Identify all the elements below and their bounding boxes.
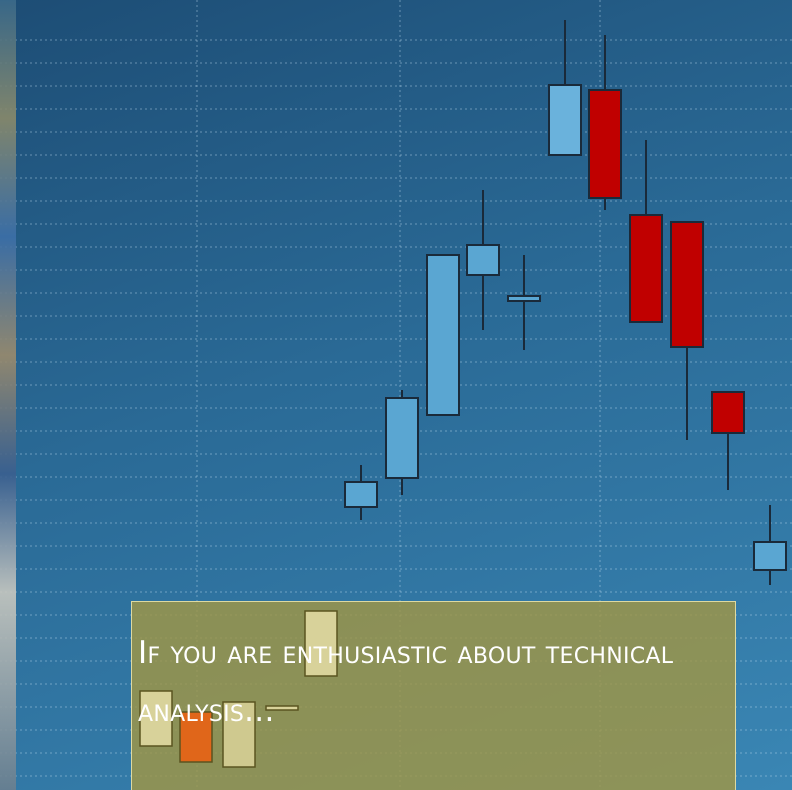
- candles: [344, 20, 787, 585]
- candle-body: [426, 254, 460, 416]
- faded-candle: [179, 711, 213, 763]
- photo-strip: [0, 0, 16, 790]
- candle-body: [344, 481, 378, 508]
- candle-body: [629, 214, 663, 323]
- candle-body: [753, 541, 787, 571]
- caption-box: If you are enthusiastic about technical …: [131, 601, 736, 790]
- faded-candle: [265, 705, 299, 711]
- candle-body: [385, 397, 419, 479]
- faded-candle: [304, 610, 338, 677]
- faded-candle: [222, 701, 256, 768]
- caption-text: If you are enthusiastic about technical …: [138, 635, 674, 729]
- candle-body: [588, 89, 622, 199]
- candle-body: [466, 244, 500, 276]
- candle-body: [548, 84, 582, 156]
- candle-body: [507, 295, 541, 302]
- candle-body: [670, 221, 704, 348]
- faded-candle: [139, 690, 173, 747]
- faded-candles: [1, 1, 606, 190]
- candle-body: [711, 391, 745, 434]
- faded-candles: [139, 610, 338, 768]
